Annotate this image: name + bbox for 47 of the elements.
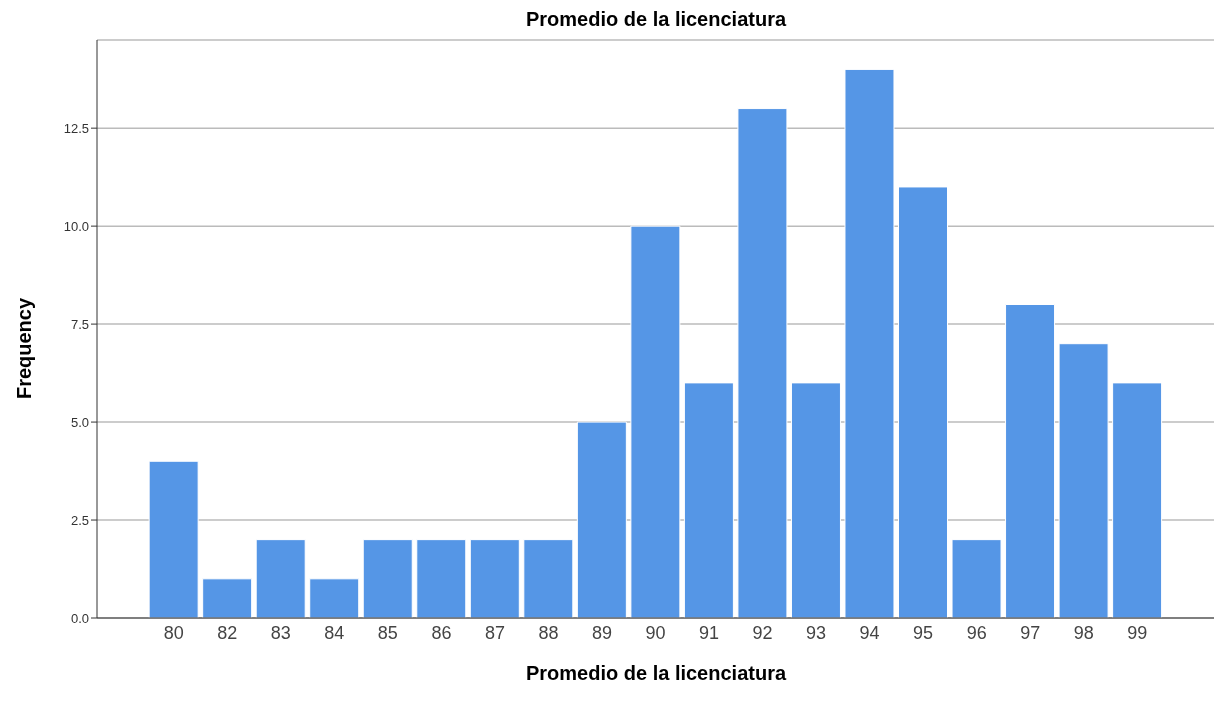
bar: [1058, 343, 1109, 618]
x-tick-label: 83: [270, 622, 291, 643]
x-tick-label: 99: [1127, 622, 1148, 643]
bar: [576, 421, 627, 618]
y-tick-label: 5.0: [70, 414, 89, 430]
y-tick-label: 7.5: [70, 316, 89, 332]
bar: [683, 382, 734, 618]
x-tick-label: 92: [752, 622, 773, 643]
y-tick-label: 10.0: [63, 218, 89, 234]
bar: [202, 578, 253, 618]
bar: [1112, 382, 1163, 618]
x-tick-label: 98: [1073, 622, 1094, 643]
bar: [416, 539, 467, 618]
x-tick-label: 89: [591, 622, 612, 643]
x-tick-label: 84: [324, 622, 345, 643]
bar: [309, 578, 360, 618]
bar: [951, 539, 1002, 618]
bar: [255, 539, 306, 618]
x-tick-label: 82: [217, 622, 238, 643]
x-axis-title: Promedio de la licenciatura: [524, 662, 788, 685]
y-axis-title: Frequency: [13, 297, 37, 399]
y-tick-label: 12.5: [63, 120, 89, 136]
bar: [362, 539, 413, 618]
x-tick-label: 96: [966, 622, 987, 643]
chart-title: Promedio de la licenciatura: [524, 8, 788, 32]
x-tick-label: 87: [484, 622, 505, 643]
y-tick-label: 2.5: [70, 512, 89, 528]
bar: [148, 460, 199, 618]
y-tick-label: 0.0: [70, 610, 89, 626]
bar: [898, 186, 949, 618]
x-tick-label: 95: [913, 622, 934, 643]
bar: [523, 539, 574, 618]
x-tick-label: 85: [377, 622, 398, 643]
x-tick-label: 88: [538, 622, 559, 643]
x-tick-label: 97: [1020, 622, 1041, 643]
bar: [1005, 304, 1056, 618]
x-tick-label: 80: [163, 622, 184, 643]
x-tick-label: 93: [806, 622, 827, 643]
bar: [737, 108, 788, 618]
x-tick-label: 90: [645, 622, 666, 643]
x-tick-label: 86: [431, 622, 452, 643]
bar: [790, 382, 841, 618]
bar: [469, 539, 520, 618]
x-tick-label: 91: [699, 622, 720, 643]
bar: [630, 225, 681, 618]
x-tick-label: 94: [859, 622, 880, 643]
bar: [844, 68, 895, 618]
